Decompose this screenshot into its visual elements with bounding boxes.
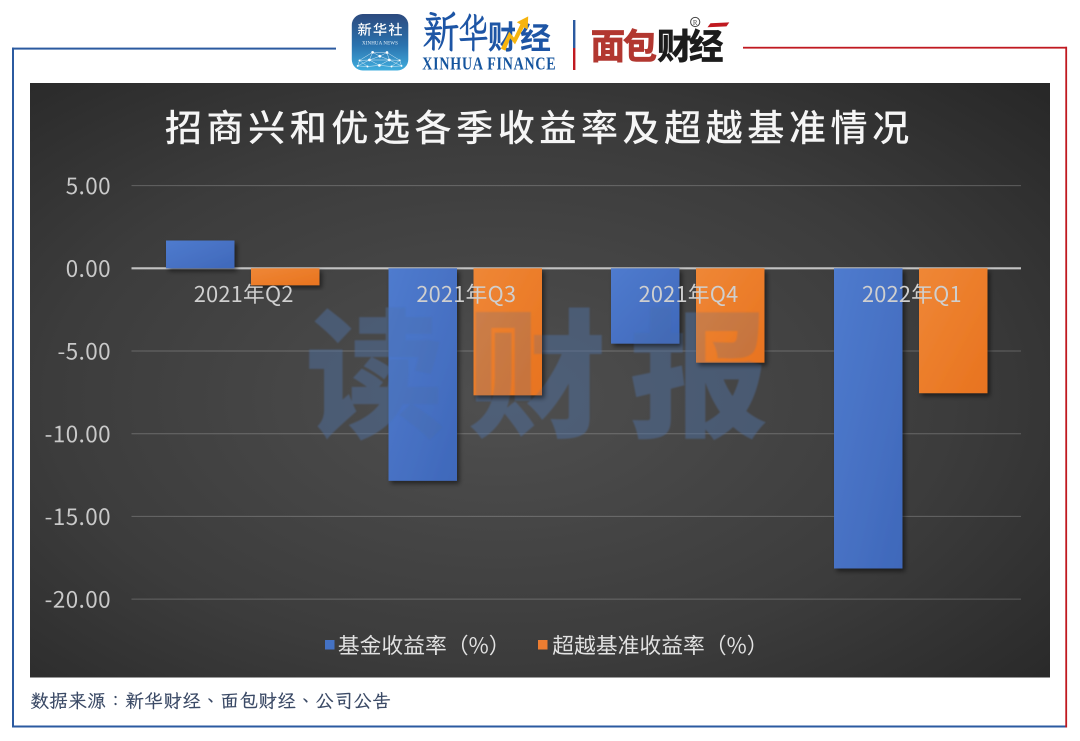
svg-text:XINHUA FINANCE: XINHUA FINANCE xyxy=(422,55,555,74)
svg-text:XINHUA NEWS: XINHUA NEWS xyxy=(362,42,398,47)
svg-text:R: R xyxy=(693,20,698,27)
